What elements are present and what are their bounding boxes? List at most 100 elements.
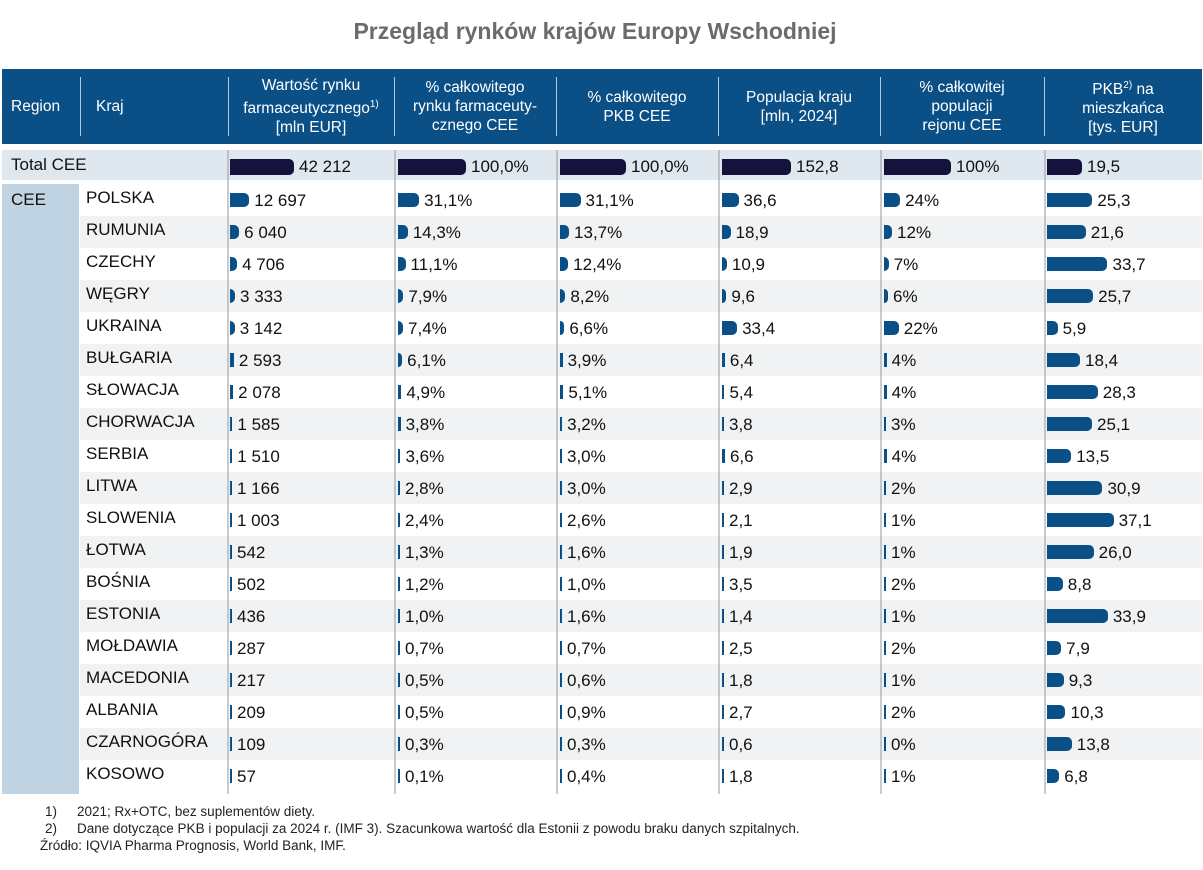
bar-market_value bbox=[230, 321, 235, 335]
markets-table: Region Kraj Wartość rynku farmaceutyczne… bbox=[2, 69, 1202, 794]
bar-market_share bbox=[398, 769, 400, 783]
bar-population bbox=[722, 289, 727, 303]
region-label: CEE bbox=[11, 190, 46, 209]
bar-market_share bbox=[398, 417, 401, 431]
bar-total-population bbox=[722, 159, 791, 175]
value-gdp_share: 0,9% bbox=[567, 703, 606, 722]
value-population: 1,9 bbox=[729, 543, 753, 562]
value-gdp_share: 13,7% bbox=[574, 223, 623, 242]
header-divider bbox=[556, 77, 557, 136]
value-market_value: 2 078 bbox=[238, 383, 281, 402]
bar-market_value bbox=[230, 545, 232, 559]
header-population: Populacja kraju [mln, 2024] bbox=[718, 69, 880, 144]
value-pop_share: 2% bbox=[891, 639, 916, 658]
bar-market_value bbox=[230, 673, 232, 687]
value-population: 36,6 bbox=[743, 191, 777, 210]
bar-pop_share bbox=[884, 577, 886, 591]
value-gdp_share: 5,1% bbox=[568, 383, 608, 402]
bar-gdp_share bbox=[560, 513, 562, 527]
value-market_share: 100,0% bbox=[471, 157, 529, 176]
bar-gdp_share bbox=[560, 481, 562, 495]
header-pop-share-line3: rejonu CEE bbox=[922, 117, 1002, 134]
value-population: 3,5 bbox=[729, 575, 753, 594]
table-row bbox=[80, 600, 1202, 632]
value-population: 1,8 bbox=[729, 671, 753, 690]
bar-gdp_pc bbox=[1047, 481, 1103, 495]
value-gdp_pc: 10,3 bbox=[1070, 703, 1104, 722]
country-label: RUMUNIA bbox=[86, 220, 166, 239]
value-pop_share: 3% bbox=[891, 415, 916, 434]
footnote-marker-2: 2) bbox=[1123, 79, 1133, 91]
value-gdp_pc: 19,5 bbox=[1087, 157, 1121, 176]
value-market_value: 12 697 bbox=[254, 191, 307, 210]
bar-population bbox=[722, 225, 731, 239]
value-pop_share: 24% bbox=[905, 191, 940, 210]
country-label: CZECHY bbox=[86, 252, 156, 271]
value-gdp_share: 3,0% bbox=[567, 479, 606, 498]
value-population: 18,9 bbox=[735, 223, 769, 242]
value-market_value: 2 593 bbox=[238, 351, 282, 370]
value-market_value: 542 bbox=[237, 543, 266, 562]
bar-market_share bbox=[398, 545, 400, 559]
bar-gdp_pc bbox=[1047, 705, 1066, 719]
value-market_share: 2,4% bbox=[405, 511, 444, 530]
value-gdp_share: 8,2% bbox=[570, 287, 610, 306]
value-market_share: 7,9% bbox=[408, 287, 448, 306]
value-market_value: 1 166 bbox=[237, 479, 280, 498]
bar-gdp_share bbox=[560, 225, 570, 239]
value-gdp_share: 3,0% bbox=[567, 447, 606, 466]
bar-market_value bbox=[230, 609, 232, 623]
value-gdp_share: 0,6% bbox=[567, 671, 606, 690]
bar-gdp_pc bbox=[1047, 193, 1093, 207]
value-gdp_share: 0,3% bbox=[567, 735, 606, 754]
source-note: Źródło: IQVIA Pharma Prognosis, World Ba… bbox=[40, 838, 346, 853]
bar-gdp_pc bbox=[1047, 577, 1063, 591]
header-gdp-share-line2: PKB CEE bbox=[603, 107, 671, 125]
column-divider bbox=[880, 150, 882, 794]
header-gdp-share: % całkowitego PKB CEE bbox=[556, 69, 718, 144]
bar-market_value bbox=[230, 257, 238, 271]
bar-market_share bbox=[398, 193, 420, 207]
value-pop_share: 2% bbox=[891, 703, 916, 722]
header-pop-share: % całkowitej populacji rejonu CEE bbox=[880, 69, 1044, 144]
bar-gdp_pc bbox=[1047, 449, 1072, 463]
bar-population bbox=[722, 513, 724, 527]
bar-population bbox=[722, 481, 724, 495]
value-pop_share: 22% bbox=[903, 319, 938, 338]
bar-gdp_share bbox=[560, 577, 562, 591]
bar-gdp_share bbox=[560, 673, 562, 687]
bar-market_share bbox=[398, 577, 400, 591]
value-market_share: 0,7% bbox=[405, 639, 444, 658]
chart-title: Przegląd rynków krajów Europy Wschodniej bbox=[353, 18, 837, 44]
bar-pop_share bbox=[884, 545, 886, 559]
bar-total-market_share bbox=[398, 159, 466, 175]
header-population-line1: Populacja kraju bbox=[746, 88, 852, 106]
value-pop_share: 0% bbox=[891, 735, 916, 754]
value-market_share: 7,4% bbox=[408, 319, 447, 338]
bar-pop_share bbox=[884, 225, 893, 239]
bar-gdp_pc bbox=[1047, 545, 1094, 559]
bar-market_value bbox=[230, 417, 233, 431]
bar-gdp_share bbox=[560, 417, 563, 431]
bar-population bbox=[722, 769, 724, 783]
country-label: ESTONIA bbox=[86, 604, 161, 623]
value-gdp_pc: 7,9 bbox=[1066, 639, 1090, 658]
bar-pop_share bbox=[884, 609, 886, 623]
header-gdp-pc-line3: [tys. EUR] bbox=[1088, 119, 1158, 137]
value-market_value: 3 333 bbox=[240, 287, 283, 306]
value-gdp_pc: 30,9 bbox=[1107, 479, 1141, 498]
value-market_value: 217 bbox=[237, 671, 266, 690]
country-label: BOŚNIA bbox=[86, 572, 151, 591]
value-gdp_pc: 25,7 bbox=[1098, 287, 1132, 306]
column-divider bbox=[394, 150, 396, 794]
header-market-value-line1: Wartość rynku bbox=[261, 76, 361, 94]
bar-market_share bbox=[398, 449, 401, 463]
bar-pop_share bbox=[884, 321, 899, 335]
value-gdp_share: 1,6% bbox=[567, 543, 606, 562]
bar-market_share bbox=[398, 641, 400, 655]
country-label: KOSOWO bbox=[86, 764, 165, 783]
header-market-value-line3: [mln EUR] bbox=[275, 119, 347, 137]
bar-gdp_share bbox=[560, 609, 562, 623]
table-row bbox=[80, 536, 1202, 568]
value-gdp_pc: 18,4 bbox=[1085, 351, 1119, 370]
